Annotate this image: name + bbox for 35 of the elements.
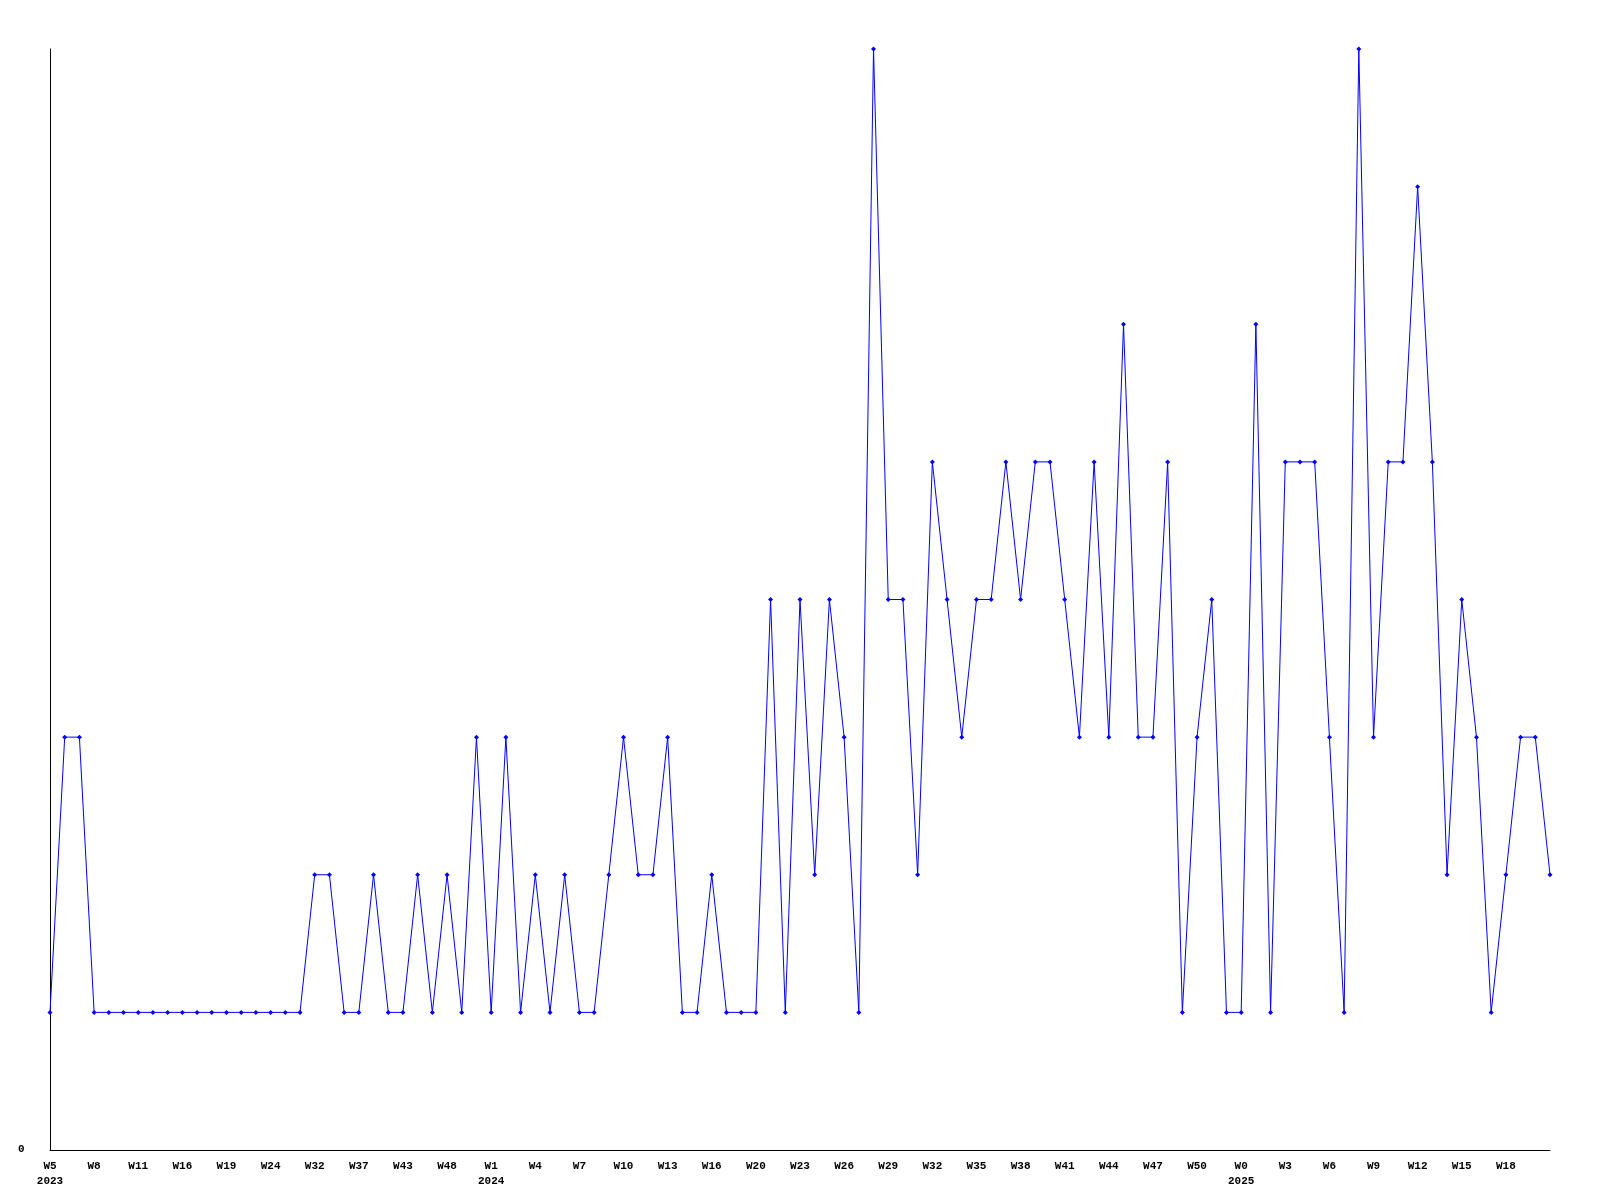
x-tick-label: W8 <box>87 1159 102 1172</box>
x-tick-label: W10 <box>613 1159 634 1172</box>
x-tick-label: W9 <box>1366 1159 1381 1172</box>
x-tick-label: W3 <box>1278 1159 1293 1172</box>
x-tick-label: W6 <box>1322 1159 1337 1172</box>
x-tick-label: W19 <box>216 1159 237 1172</box>
x-tick-label: W41 <box>1054 1159 1075 1172</box>
x-tick-label: W38 <box>1010 1159 1031 1172</box>
x-tick-label: W20 <box>745 1159 766 1172</box>
x-tick-label: W12 <box>1407 1159 1428 1172</box>
x-tick-label: W16 <box>172 1159 193 1172</box>
x-tick-label: W32 <box>922 1159 943 1172</box>
x-tick-label: W15 <box>1451 1159 1473 1172</box>
x-tick-label: W48 <box>437 1159 458 1172</box>
x-tick-label: W47 <box>1143 1159 1163 1172</box>
x-tick-label: W35 <box>966 1159 987 1172</box>
x-tick-label: W18 <box>1495 1159 1517 1172</box>
x-tick-label: W44 <box>1098 1159 1120 1172</box>
x-tick-label: W23 <box>790 1159 811 1172</box>
x-tick-label: W32 <box>304 1159 325 1172</box>
x-tick-label: W26 <box>834 1159 855 1172</box>
x-tick-label: W4 <box>528 1159 543 1172</box>
x-tick-label: W29 <box>878 1159 899 1172</box>
x-tick-label: W37 <box>348 1159 369 1172</box>
x-tick-label: W13 <box>657 1159 678 1172</box>
x-tick-label: W7 <box>572 1159 587 1172</box>
x-tick-label: W50 <box>1187 1159 1207 1172</box>
x-tick-label: W16 <box>701 1159 722 1172</box>
x-tick-label: W0 2025 <box>1227 1159 1255 1187</box>
x-tick-label: W11 <box>128 1159 149 1172</box>
x-tick-label: W43 <box>393 1159 414 1172</box>
x-tick-label: W1 2024 <box>477 1159 505 1187</box>
text: 0 <box>18 1142 25 1155</box>
x-tick-label: W24 <box>260 1159 281 1172</box>
x-tick-label: W5 2023 <box>36 1159 64 1187</box>
